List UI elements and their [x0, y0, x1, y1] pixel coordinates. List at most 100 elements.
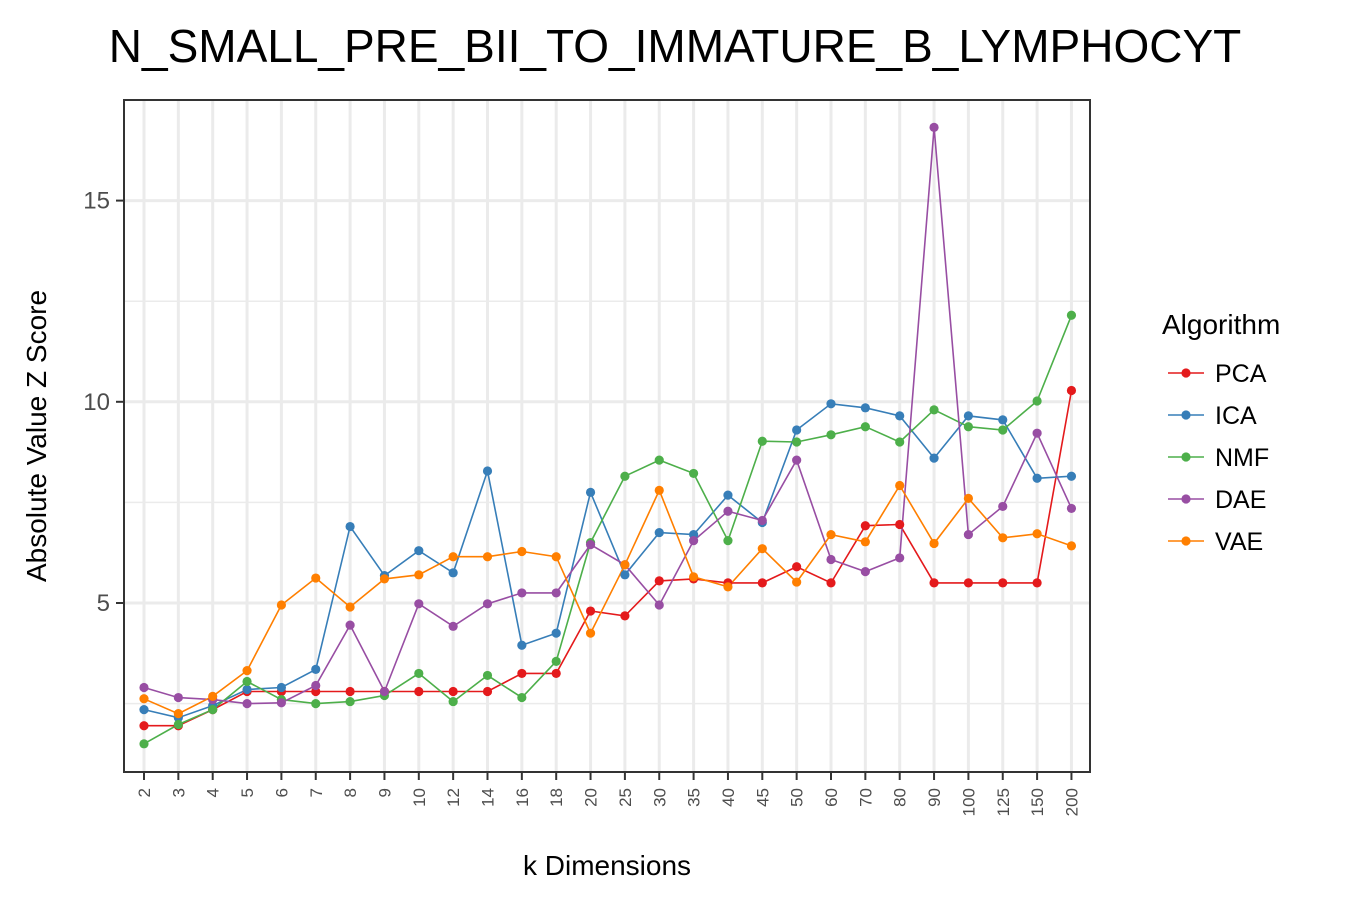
legend-title: Algorithm — [1162, 309, 1280, 340]
data-point-dae — [551, 588, 561, 598]
x-tick-label: 150 — [1028, 788, 1047, 816]
data-point-dae — [895, 553, 905, 563]
data-point-pca — [1032, 578, 1042, 588]
data-point-ica — [860, 403, 870, 413]
data-point-vae — [1066, 541, 1077, 551]
data-point-nmf — [242, 676, 252, 687]
data-point-ica — [826, 399, 836, 409]
x-tick-label: 20 — [582, 788, 601, 807]
data-point-vae — [414, 570, 424, 580]
x-tick-label: 30 — [650, 788, 669, 807]
data-point-dae — [723, 506, 733, 516]
data-point-vae — [173, 709, 183, 719]
data-point-vae — [689, 572, 699, 582]
data-point-pca — [517, 668, 527, 679]
data-point-pca — [482, 686, 493, 697]
data-point-vae — [895, 480, 905, 491]
data-point-nmf — [1032, 396, 1042, 406]
x-tick-label: 4 — [204, 788, 223, 797]
data-point-dae — [139, 682, 149, 693]
data-point-ica — [242, 684, 252, 695]
data-point-nmf — [757, 436, 767, 446]
data-point-vae — [620, 560, 630, 570]
legend-label-vae: VAE — [1215, 528, 1263, 556]
y-tick-label: 15 — [83, 188, 110, 215]
data-point-dae — [1032, 428, 1042, 438]
data-point-pca — [585, 606, 596, 616]
data-point-vae — [311, 573, 321, 583]
legend-key-point-vae — [1181, 536, 1191, 546]
data-point-pca — [551, 668, 561, 679]
x-tick-label: 125 — [994, 788, 1013, 816]
x-tick-label: 10 — [410, 788, 429, 807]
data-point-pca — [895, 519, 905, 530]
data-point-dae — [860, 567, 870, 577]
x-tick-label: 14 — [479, 788, 498, 807]
data-point-vae — [1032, 529, 1042, 539]
data-point-vae — [345, 602, 355, 612]
data-point-nmf — [860, 422, 870, 432]
data-point-dae — [379, 686, 390, 697]
data-point-dae — [792, 455, 802, 465]
data-point-dae — [173, 692, 183, 703]
legend-key-point-pca — [1181, 368, 1191, 378]
x-tick-label: 60 — [822, 788, 841, 807]
data-point-pca — [345, 686, 355, 697]
data-point-dae — [963, 529, 974, 540]
x-tick-label: 5 — [238, 788, 257, 797]
legend-label-nmf: NMF — [1215, 444, 1269, 472]
data-point-vae — [654, 485, 664, 495]
data-point-nmf — [311, 698, 321, 709]
legend-label-ica: ICA — [1215, 402, 1257, 430]
data-point-ica — [620, 570, 630, 580]
data-point-vae — [826, 529, 836, 540]
data-point-ica — [929, 453, 939, 463]
data-point-nmf — [895, 437, 905, 447]
data-point-pca — [139, 721, 149, 731]
legend-key-point-ica — [1181, 410, 1191, 420]
x-tick-label: 90 — [925, 788, 944, 807]
data-point-dae — [345, 620, 355, 630]
data-point-nmf — [208, 705, 218, 715]
x-tick-label: 80 — [891, 788, 910, 807]
data-point-vae — [379, 574, 390, 584]
data-point-dae — [242, 698, 252, 709]
data-point-ica — [1032, 473, 1042, 483]
data-point-pca — [620, 611, 630, 621]
data-point-vae — [585, 628, 596, 638]
data-point-ica — [792, 425, 802, 435]
data-point-pca — [448, 686, 458, 697]
data-point-vae — [242, 665, 252, 676]
x-tick-label: 45 — [753, 788, 772, 807]
data-point-vae — [963, 493, 974, 503]
data-point-nmf — [620, 471, 630, 481]
data-point-nmf — [792, 437, 802, 447]
data-point-dae — [826, 554, 836, 565]
data-point-vae — [139, 694, 149, 704]
data-point-ica — [963, 411, 974, 421]
legend-key-point-dae — [1181, 494, 1191, 504]
legend-key-point-nmf — [1181, 452, 1191, 462]
legend: Algorithm PCA ICA NMF DAE VAE — [1162, 309, 1280, 556]
legend-label-dae: DAE — [1215, 486, 1266, 514]
data-point-nmf — [826, 430, 836, 440]
x-tick-label: 35 — [685, 788, 704, 807]
series-line-dae — [143, 127, 1073, 705]
panel-border — [123, 99, 1091, 773]
data-point-ica — [1066, 471, 1077, 481]
x-tick-label: 50 — [788, 788, 807, 807]
x-tick-label: 25 — [616, 788, 635, 807]
x-tick-label: 9 — [375, 788, 394, 797]
data-point-nmf — [173, 719, 183, 730]
data-point-ica — [723, 490, 733, 500]
data-point-nmf — [689, 468, 699, 479]
data-point-ica — [311, 664, 321, 674]
data-point-ica — [482, 466, 493, 476]
data-point-nmf — [723, 536, 733, 546]
data-point-ica — [139, 705, 149, 715]
x-axis-title: k Dimensions — [523, 850, 691, 881]
data-point-ica — [654, 527, 664, 538]
data-point-ica — [551, 628, 561, 638]
data-point-dae — [311, 680, 321, 691]
series-line-ica — [143, 402, 1072, 719]
